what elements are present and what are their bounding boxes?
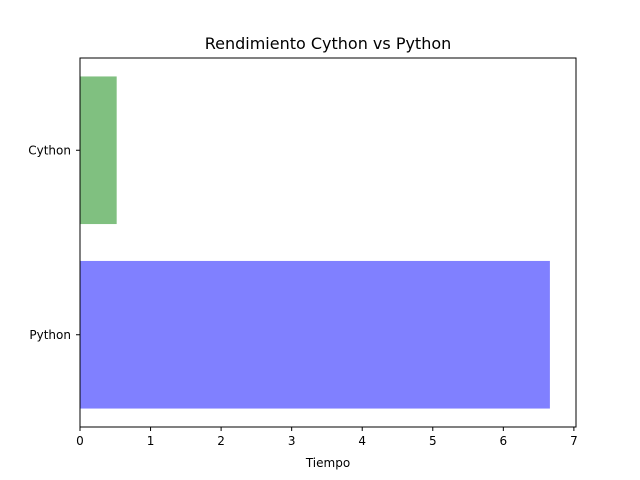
plot-frame xyxy=(79,57,577,428)
x-tick-label: 0 xyxy=(76,434,84,448)
bars-group xyxy=(80,76,550,409)
bar-cython xyxy=(80,76,117,225)
x-tick-label: 3 xyxy=(288,434,296,448)
x-tick-label: 1 xyxy=(147,434,155,448)
x-axis: 0 1 2 3 4 5 6 7 xyxy=(76,427,578,448)
x-tick-label: 2 xyxy=(217,434,225,448)
x-axis-label: Tiempo xyxy=(305,456,350,470)
y-tick-label-cython: Cython xyxy=(28,143,71,157)
y-axis: Python Cython xyxy=(28,143,80,342)
chart-title: Rendimiento Cython vs Python xyxy=(205,34,452,53)
x-tick-label: 7 xyxy=(570,434,578,448)
x-tick-label: 4 xyxy=(358,434,366,448)
x-tick-label: 6 xyxy=(500,434,508,448)
y-tick-label-python: Python xyxy=(29,328,71,342)
bar-python xyxy=(80,260,550,409)
x-tick-label: 5 xyxy=(429,434,437,448)
